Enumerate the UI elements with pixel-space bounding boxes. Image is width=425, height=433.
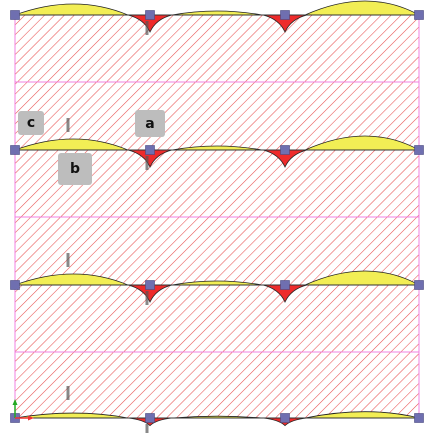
beam-lines: [15, 14, 419, 419]
moment-positive-span-2: [171, 10, 263, 16]
moment-negative-support-1: [127, 14, 173, 33]
moment-diagrams: [14, 0, 420, 427]
node-marker-square: [280, 10, 290, 20]
moment-negative-support-1: [127, 284, 173, 303]
moment-positive-span-1: [14, 412, 129, 419]
node-marker-square: [10, 10, 20, 20]
callout-a: a: [135, 110, 165, 137]
node-marker-square: [10, 145, 20, 155]
annotation-mark: [145, 291, 149, 305]
moment-negative-support-2: [262, 284, 308, 303]
moment-negative-support-2: [262, 14, 308, 33]
moment-positive-span-1: [14, 138, 129, 151]
annotation-mark: [66, 253, 70, 267]
annotation-tick: [145, 424, 149, 433]
annotation-mark: [145, 21, 149, 35]
annotation-mark: [66, 118, 70, 132]
moment-positive-span-1: [14, 273, 129, 286]
coordinate-axis-icon: [12, 399, 34, 421]
node-marker-square: [145, 10, 155, 20]
node-marker-square: [414, 280, 424, 290]
annotation-tick: [145, 291, 149, 305]
moment-negative-support-1: [127, 149, 173, 168]
node-marker-square: [280, 145, 290, 155]
small-annotations: [66, 21, 149, 433]
annotation-tick: [66, 386, 70, 400]
annotation-mark: [145, 424, 149, 433]
annotation-tick: [66, 118, 70, 132]
nodes: [10, 10, 424, 423]
annotation-tick: [66, 253, 70, 267]
callout-c: c: [18, 111, 44, 135]
grid-lines: [14, 15, 420, 418]
node-marker-square: [414, 145, 424, 155]
node-marker-square: [10, 280, 20, 290]
node-marker-square: [145, 280, 155, 290]
annotation-mark: [145, 156, 149, 170]
moment-positive-span-1: [14, 3, 129, 16]
node-marker-square: [280, 413, 290, 423]
annotation-tick: [145, 156, 149, 170]
moment-positive-span-3: [304, 0, 420, 16]
node-marker-square: [414, 413, 424, 423]
annotation-mark: [66, 386, 70, 400]
node-marker-square: [414, 10, 424, 20]
callout-b: b: [58, 153, 92, 185]
moment-negative-support-2: [262, 149, 308, 168]
annotation-tick: [145, 21, 149, 35]
node-marker-square: [145, 145, 155, 155]
node-marker-square: [280, 280, 290, 290]
node-marker-square: [145, 413, 155, 423]
